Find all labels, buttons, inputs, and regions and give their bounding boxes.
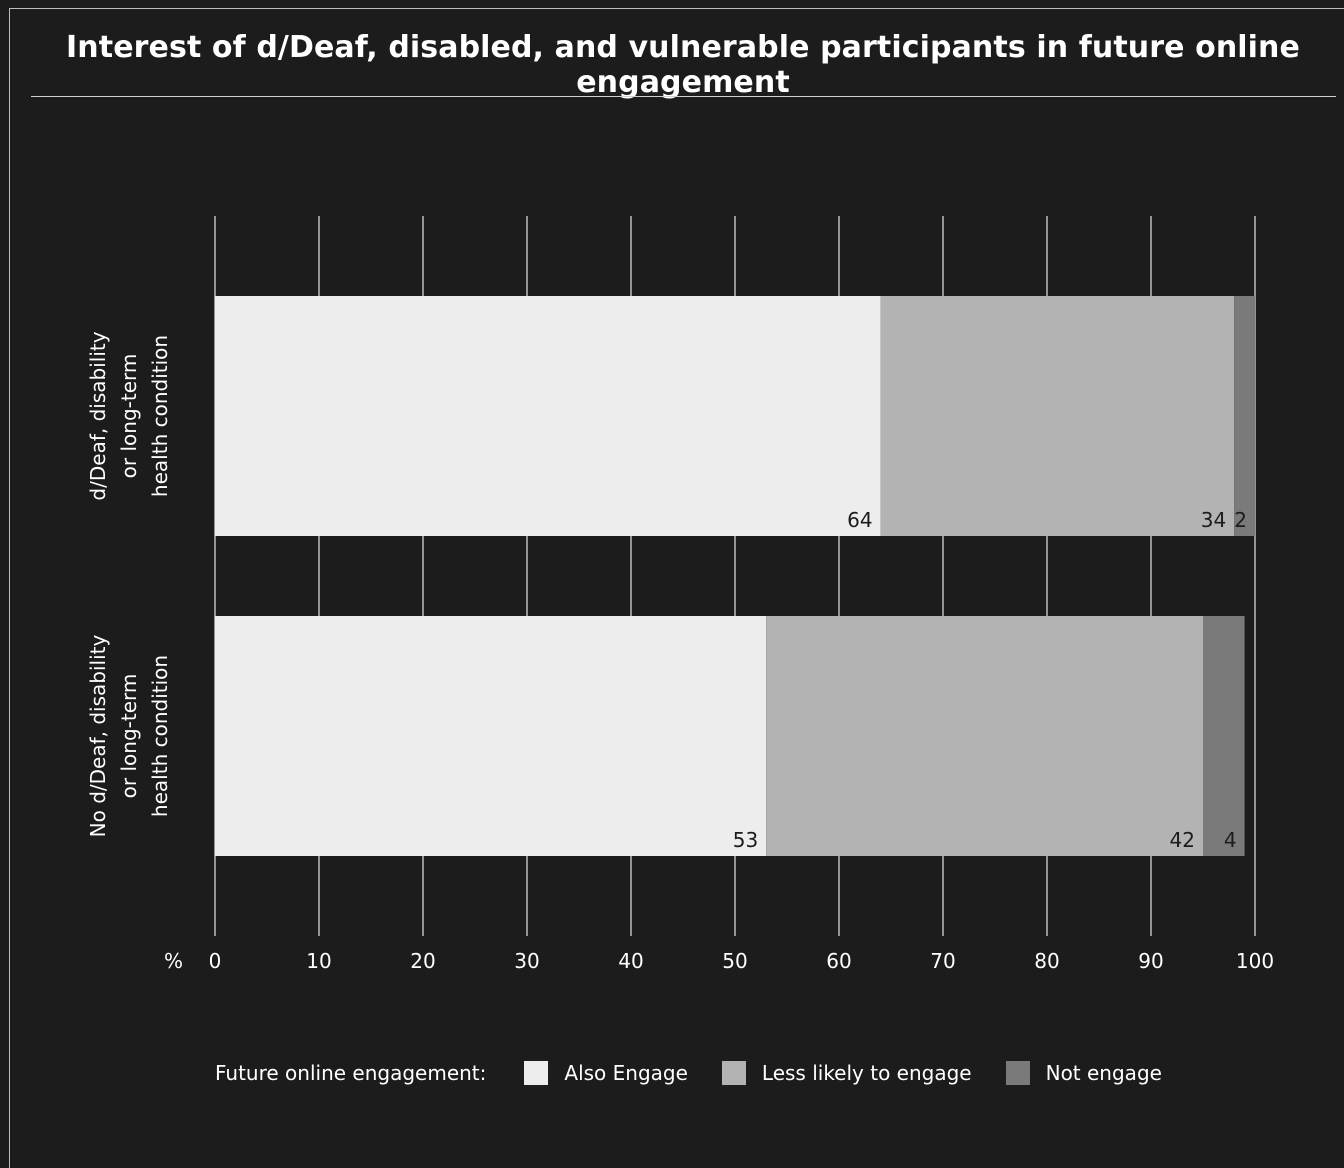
legend-label-less-likely: Less likely to engage [761, 1061, 972, 1085]
data-label-cat0-series2: 2 [1234, 508, 1247, 532]
bar-cat0-series2 [1234, 296, 1255, 536]
category-label-1-line-2: health condition [148, 655, 172, 817]
x-tick-label-70: 70 [930, 949, 955, 973]
x-tick-label-20: 20 [410, 949, 435, 973]
legend-swatch-also-engage [524, 1061, 549, 1085]
x-tick-label-10: 10 [306, 949, 331, 973]
data-label-cat1-series0: 53 [733, 828, 758, 852]
bar-layer [215, 296, 1255, 856]
category-label-1: No d/Deaf, disability or long-term health … [86, 635, 172, 838]
legend-label-also-engage: Also Engage [564, 1061, 688, 1085]
legend-item-less-likely: Less likely to engage [721, 1061, 972, 1085]
bar-cat0-series0 [215, 296, 881, 536]
category-label-0: d/Deaf, disability or long-term health con… [86, 331, 172, 500]
x-tick-label-0: 0 [209, 949, 222, 973]
category-label-0-line-0: d/Deaf, disability [86, 331, 110, 500]
bar-cat1-series2 [1203, 616, 1245, 856]
x-tick-label-100: 100 [1236, 949, 1274, 973]
data-label-cat0-series0: 64 [847, 508, 872, 532]
category-label-1-line-0: No d/Deaf, disability [86, 635, 110, 838]
category-layer: d/Deaf, disability or long-term health con… [86, 331, 172, 837]
category-label-0-line-1: or long-term [117, 354, 141, 479]
x-tick-label-40: 40 [618, 949, 643, 973]
x-unit-label: % [164, 949, 183, 973]
legend-swatch-not-engage [1005, 1061, 1030, 1085]
data-label-cat1-series1: 42 [1170, 828, 1195, 852]
category-label-0-line-2: health condition [148, 335, 172, 497]
x-tick-label-60: 60 [826, 949, 851, 973]
category-label-1-line-1: or long-term [117, 674, 141, 799]
data-label-cat1-series2: 4 [1224, 828, 1237, 852]
legend-title: Future online engagement: [215, 1061, 487, 1085]
bar-cat1-series1 [766, 616, 1203, 856]
legend-item-not-engage: Not engage [1005, 1061, 1162, 1085]
data-label-cat0-series1: 34 [1201, 508, 1226, 532]
legend-item-also-engage: Also Engage [524, 1061, 688, 1085]
bar-cat0-series1 [880, 296, 1235, 536]
x-tick-label-30: 30 [514, 949, 539, 973]
legend: Future online engagement: Also Engage Le… [215, 1058, 1196, 1088]
title-divider [31, 96, 1336, 97]
legend-swatch-less-likely [721, 1061, 746, 1085]
x-tick-label-80: 80 [1034, 949, 1059, 973]
label-layer: 64 34 2 53 42 4 [733, 508, 1247, 852]
chart-frame [9, 8, 1344, 1168]
chart-title: Interest of d/Deaf, disabled, and vulner… [66, 30, 1300, 100]
x-tick-label-90: 90 [1138, 949, 1163, 973]
bar-cat1-series0 [215, 616, 767, 856]
legend-label-not-engage: Not engage [1045, 1061, 1162, 1085]
axis-layer: 0 10 20 30 40 50 60 70 80 90 100% [164, 949, 1274, 973]
x-tick-label-50: 50 [722, 949, 747, 973]
